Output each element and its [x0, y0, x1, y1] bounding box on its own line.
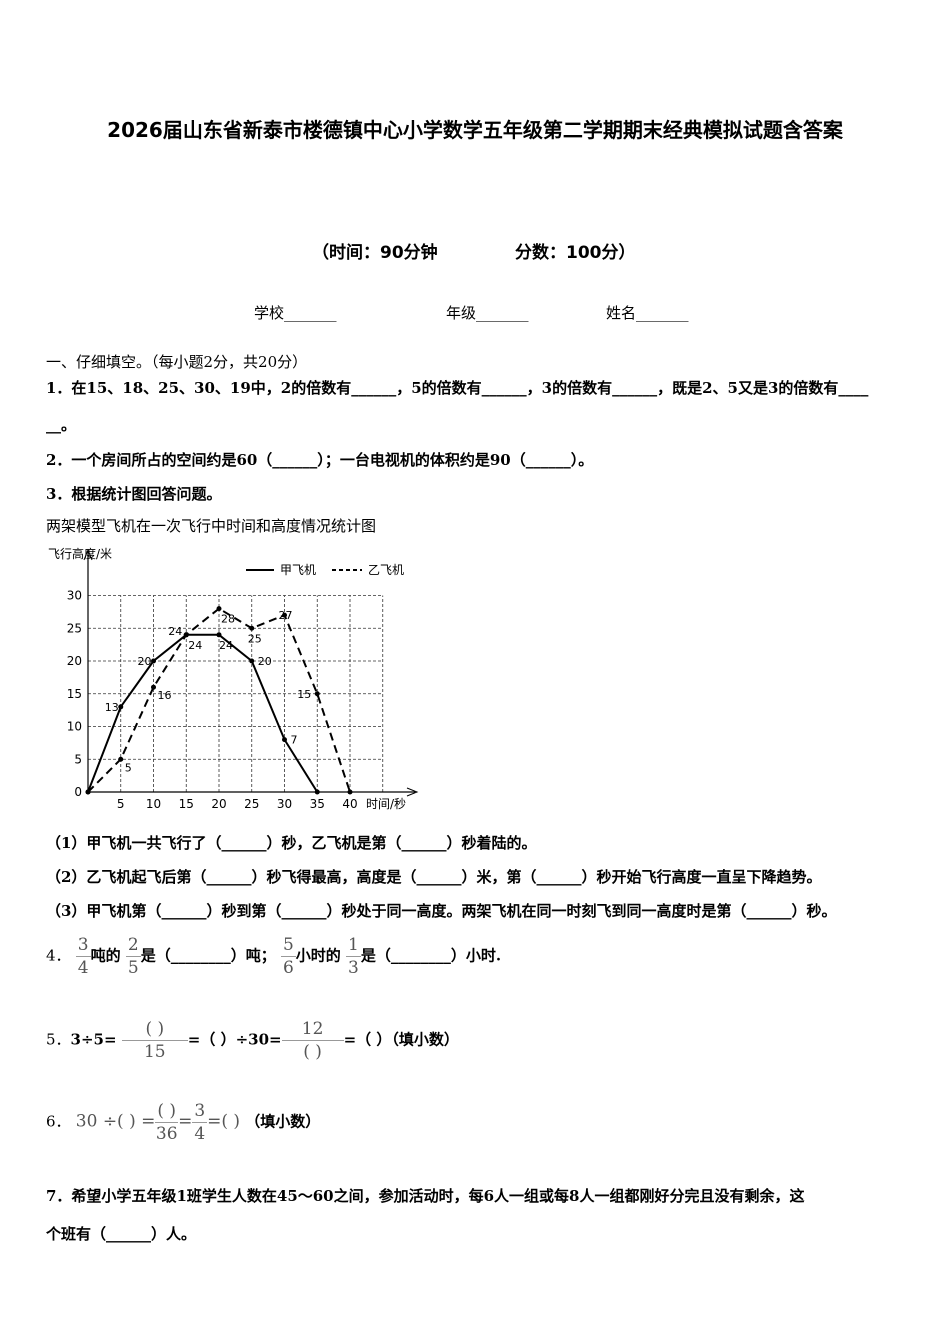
x-tick-label: 5 — [117, 797, 125, 811]
y-tick-label: 25 — [67, 621, 82, 635]
x-tick-label: 20 — [211, 797, 226, 811]
section-heading: 一、仔细填空。（每小题2分，共20分） — [46, 353, 308, 371]
q-number: 5． — [46, 1030, 71, 1049]
data-label: 24 — [219, 639, 233, 652]
x-tick-label: 30 — [277, 797, 292, 811]
data-point — [118, 756, 124, 762]
question-6: 6． 30 ÷( ) =( ) 36 = 3 4 =( ) （填小数） — [46, 1100, 320, 1145]
y-tick-label: 5 — [74, 752, 82, 766]
legend-label: 甲飞机 — [280, 563, 316, 577]
series-line-jia — [87, 633, 319, 793]
question-2: 2．一个房间所占的空间约是60（______）；一台电视机的体积约是90（___… — [46, 451, 594, 469]
question-1-cont: __。 — [46, 416, 77, 434]
question-7-cont: 个班有（______）人。 — [46, 1225, 197, 1243]
data-point — [118, 704, 124, 710]
text: 3÷5= — [70, 1030, 117, 1049]
data-label: 16 — [158, 689, 172, 702]
data-label: 24 — [168, 625, 182, 638]
question-3-2: （2）乙飞机起飞后第（______）秒飞得最高，高度是（______）米，第（_… — [46, 868, 822, 886]
y-tick-label: 15 — [67, 687, 82, 701]
data-point — [151, 658, 156, 664]
question-7: 7．希望小学五年级1班学生人数在45～60之间，参加活动时，每6人一组或每8人一… — [46, 1187, 805, 1205]
y-tick-label: 0 — [74, 785, 82, 799]
legend-label: 乙飞机 — [368, 563, 404, 577]
data-point — [216, 606, 222, 612]
data-label: 28 — [221, 613, 235, 626]
question-3-1: （1）甲飞机一共飞行了（______）秒，乙飞机是第（______）秒着陆的。 — [46, 834, 537, 852]
time-info: （时间：90分钟 — [312, 243, 438, 263]
x-tick-label: 25 — [244, 797, 259, 811]
x-tick-label: 40 — [342, 797, 357, 811]
text: 30 ÷( ) = — [75, 1111, 156, 1132]
line-chart: 飞行高度/米时间/秒 0 5 10 15 20 25 30 5 10 15 20 25 30 35 40 甲飞机… — [48, 546, 419, 811]
data-label: 20 — [258, 655, 272, 668]
y-tick-label: 10 — [67, 720, 82, 734]
question-5: 5．3÷5= ( ) 15 =（ ）÷30= 12( ) =（ ）（填小数） — [46, 1018, 459, 1063]
text: 是（________）吨； — [140, 946, 276, 965]
text: （填小数） — [245, 1112, 321, 1131]
fraction: 12( ) — [281, 1018, 344, 1063]
x-tick-label: 15 — [179, 797, 194, 811]
x-tick-label: 35 — [310, 797, 325, 811]
q-number: 6． — [46, 1112, 71, 1131]
y-tick-label: 20 — [67, 654, 82, 668]
data-point — [282, 737, 287, 743]
data-label: 13 — [105, 701, 119, 714]
y-axis-arrow — [83, 548, 93, 561]
fraction: ( ) 15 — [121, 1018, 188, 1063]
data-point — [314, 789, 320, 795]
x-tick-label: 10 — [146, 797, 161, 811]
text: 是（________）小时. — [360, 946, 502, 965]
name-field: 姓名_______ — [606, 304, 689, 322]
q-number: 4． — [46, 946, 71, 965]
text: =( ) — [207, 1111, 241, 1132]
data-label: 15 — [297, 688, 311, 701]
fraction: ( ) 36 — [155, 1101, 179, 1144]
question-3-3: （3）甲飞机第（______）秒到第（______）秒处于同一高度。两架飞机在同… — [46, 902, 837, 920]
data-point — [183, 632, 189, 638]
question-1: 1．在15、18、25、30、19中，2的倍数有______，5的倍数有____… — [46, 379, 869, 397]
data-point — [282, 612, 287, 618]
text: =（ ）÷30= — [187, 1030, 282, 1049]
data-point — [314, 691, 320, 697]
question-4: 4． 3 4 吨的 2 5 是（________）吨； 5 6 小时的 1 3 是（______… — [46, 934, 501, 979]
score-info: 分数：100分） — [515, 243, 636, 263]
grade-field: 年级_______ — [446, 304, 529, 322]
data-label: 20 — [138, 655, 152, 668]
data-label: 5 — [125, 761, 132, 774]
y-tick-label: 30 — [67, 589, 82, 603]
text: =（ ）（填小数） — [343, 1030, 459, 1049]
text: 小时的 — [295, 946, 341, 965]
data-label: 27 — [279, 609, 293, 622]
y-axis-label: 飞行高度/米 — [48, 546, 112, 561]
question-3: 3．根据统计图回答问题。 — [46, 485, 222, 503]
page-title: 2026届山东省新泰市楼德镇中心小学数学五年级第二学期期末经典模拟试题含答案 — [107, 118, 843, 142]
data-point — [85, 789, 91, 795]
x-axis-label: 时间/秒 — [366, 797, 406, 811]
data-point — [151, 684, 156, 690]
text: = — [178, 1111, 193, 1132]
data-label: 25 — [248, 632, 262, 645]
data-point — [249, 658, 255, 664]
text: 吨的 — [90, 946, 121, 965]
data-point — [249, 625, 255, 631]
data-point — [347, 789, 353, 795]
x-axis-arrow — [406, 787, 419, 797]
data-point — [216, 632, 222, 638]
school-field: 学校_______ — [254, 304, 337, 322]
data-label: 24 — [188, 639, 202, 652]
chart-title: 两架模型飞机在一次飞行中时间和高度情况统计图 — [46, 517, 377, 535]
data-label: 7 — [291, 734, 298, 747]
series-line-yi — [87, 607, 351, 793]
